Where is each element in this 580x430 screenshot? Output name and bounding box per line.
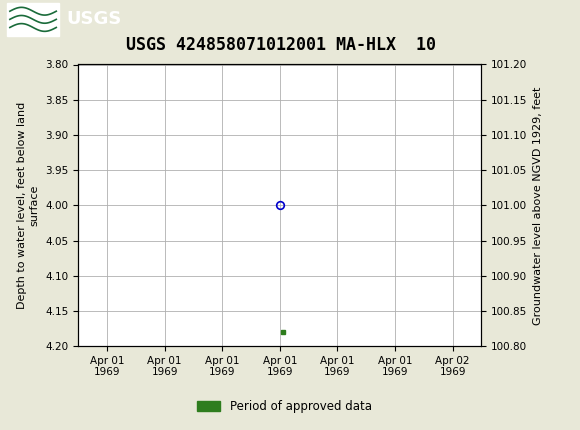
Y-axis label: Groundwater level above NGVD 1929, feet: Groundwater level above NGVD 1929, feet (533, 86, 543, 325)
Legend: Period of approved data: Period of approved data (192, 395, 376, 418)
FancyBboxPatch shape (7, 3, 59, 36)
Y-axis label: Depth to water level, feet below land
surface: Depth to water level, feet below land su… (17, 102, 40, 309)
Text: USGS: USGS (66, 10, 121, 28)
Text: USGS 424858071012001 MA-HLX  10: USGS 424858071012001 MA-HLX 10 (126, 36, 436, 54)
